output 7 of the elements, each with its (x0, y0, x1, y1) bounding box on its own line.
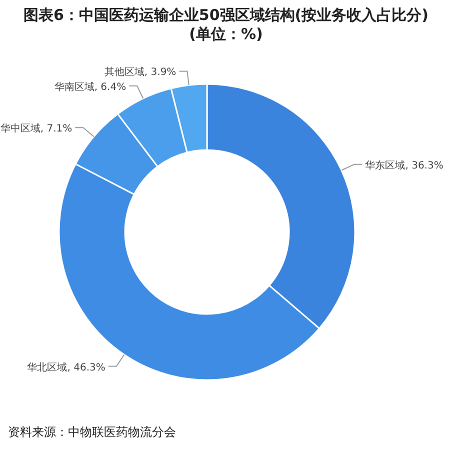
slice-label: 其他区域, 3.9% (104, 66, 176, 78)
text: 资料来源：中物联医药物流分会 (8, 424, 176, 441)
slice-label: 华东区域, 36.3% (365, 159, 444, 172)
slice-label: 华中区域, 7.1% (0, 122, 72, 135)
slice-label: 华北区域, 46.3% (27, 361, 106, 374)
chart-title: 图表6：中国医药运输企业50强区域结构(按业务收入占比分)(单位：%) (22, 6, 430, 44)
slice-label: 华南区域, 6.4% (54, 80, 126, 93)
